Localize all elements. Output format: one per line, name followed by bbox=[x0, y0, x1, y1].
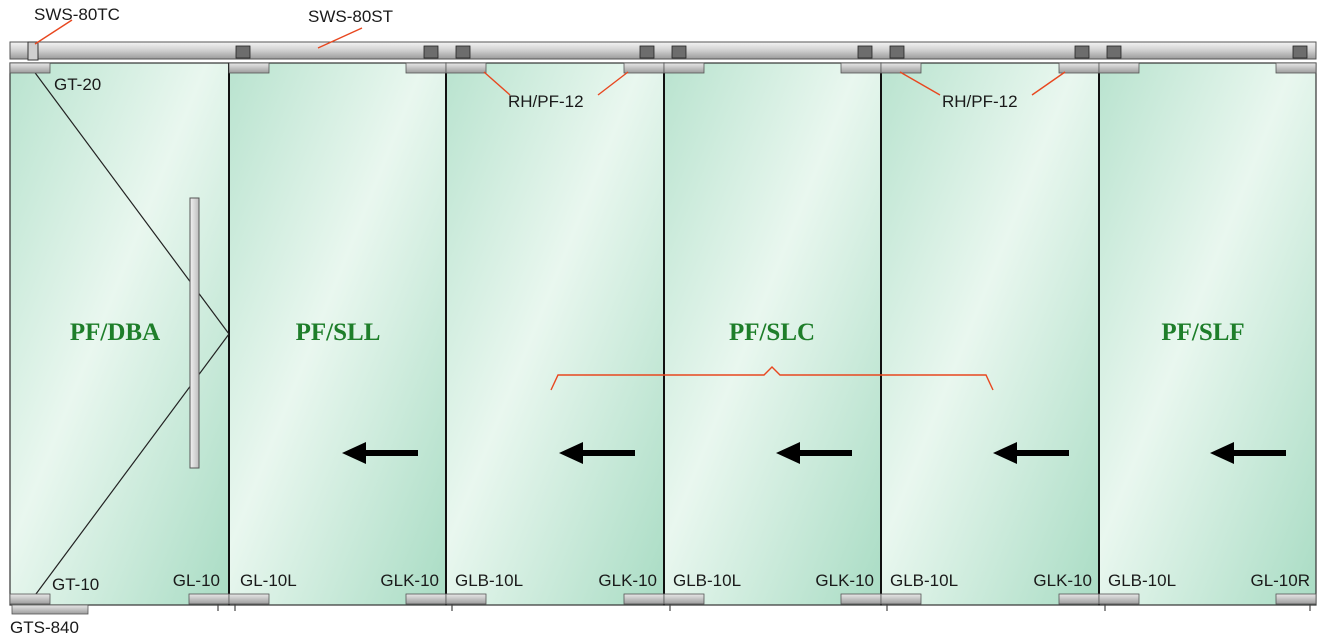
label-roller-hanger-2: RH/PF-12 bbox=[942, 92, 1018, 111]
panel-group-bracket bbox=[550, 366, 994, 391]
glass-panels bbox=[9, 62, 1317, 606]
panel-name-1: PF/DBA bbox=[70, 319, 160, 346]
label-bottom-left-6: GLB-10L bbox=[1108, 571, 1176, 590]
label-floor-spring: GTS-840 bbox=[10, 618, 79, 637]
panel-name-2: PF/SLL bbox=[296, 319, 381, 346]
top-track bbox=[9, 41, 1317, 60]
top-fittings bbox=[9, 62, 1317, 74]
arrow-left-icon bbox=[993, 442, 1069, 464]
label-bottom-left-1: GT-10 bbox=[52, 575, 99, 594]
label-top-pivot: GT-20 bbox=[54, 75, 101, 94]
label-bottom-left-4: GLB-10L bbox=[673, 571, 741, 590]
panel-name-4: PF/SLC bbox=[729, 319, 815, 346]
door-handle bbox=[189, 197, 200, 469]
floor-bolts bbox=[217, 604, 1311, 611]
label-bottom-left-5: GLB-10L bbox=[890, 571, 958, 590]
label-bottom-left-2: GL-10L bbox=[240, 571, 297, 590]
label-bottom-left-3: GLB-10L bbox=[455, 571, 523, 590]
arrow-left-icon bbox=[559, 442, 635, 464]
label-top-track: SWS-80ST bbox=[308, 7, 393, 26]
label-top-closer: SWS-80TC bbox=[34, 5, 120, 24]
glass-panel-6 bbox=[1098, 62, 1317, 606]
arrow-left-icon bbox=[1210, 442, 1286, 464]
bottom-fittings bbox=[9, 593, 1317, 605]
glass-panel-3 bbox=[445, 62, 665, 606]
label-bottom-right-3: GLK-10 bbox=[598, 571, 657, 590]
panel-name-6: PF/SLF bbox=[1161, 319, 1244, 346]
top-closer-block bbox=[27, 41, 39, 61]
floor-spring-box bbox=[11, 604, 89, 615]
label-bottom-right-1: GL-10 bbox=[173, 571, 220, 590]
label-bottom-right-4: GLK-10 bbox=[815, 571, 874, 590]
label-roller-hanger-1: RH/PF-12 bbox=[508, 92, 584, 111]
label-bottom-right-6: GL-10R bbox=[1250, 571, 1310, 590]
direction-arrows bbox=[342, 442, 1286, 464]
glass-panel-2 bbox=[228, 62, 447, 606]
label-bottom-right-5: GLK-10 bbox=[1033, 571, 1092, 590]
glass-panel-5 bbox=[880, 62, 1100, 606]
roller-carriages bbox=[235, 45, 1308, 59]
arrow-left-icon bbox=[776, 442, 852, 464]
arrow-left-icon bbox=[342, 442, 418, 464]
label-bottom-right-2: GLK-10 bbox=[380, 571, 439, 590]
glass-panel-4 bbox=[663, 62, 882, 606]
leader-lines bbox=[34, 19, 1066, 391]
